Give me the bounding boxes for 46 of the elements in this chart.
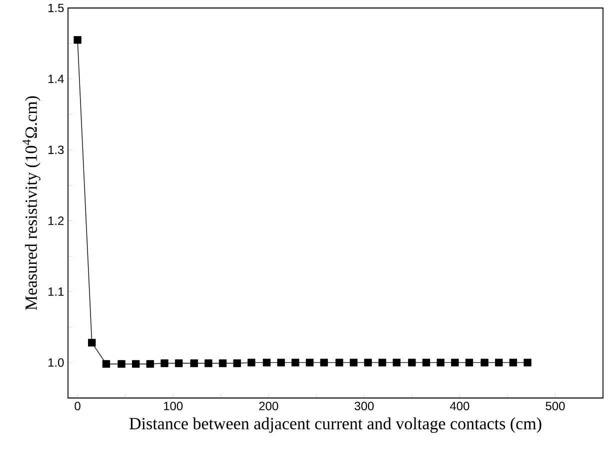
point bbox=[465, 358, 474, 366]
y-tick-label: 1.0 bbox=[48, 358, 64, 367]
x-tick-label: 100 bbox=[164, 402, 183, 410]
point bbox=[88, 338, 96, 347]
point bbox=[160, 359, 168, 368]
x-tick-label: 200 bbox=[259, 402, 278, 410]
point bbox=[392, 358, 400, 366]
y-tick-label: 1.5 bbox=[48, 4, 64, 12]
point bbox=[495, 358, 503, 366]
point bbox=[320, 358, 328, 366]
point bbox=[306, 358, 314, 366]
point bbox=[132, 360, 140, 368]
point bbox=[146, 360, 154, 368]
point bbox=[436, 358, 444, 366]
point bbox=[350, 358, 358, 366]
point bbox=[292, 358, 300, 366]
x-tick-label: 400 bbox=[450, 402, 470, 410]
y-axis-title: Measured resistivity (10$^{4}$Ω.cm) bbox=[22, 96, 40, 310]
point bbox=[364, 358, 372, 366]
point bbox=[102, 360, 110, 368]
point bbox=[262, 358, 271, 366]
point bbox=[335, 358, 344, 366]
y-tick-label: 1.1 bbox=[48, 288, 64, 296]
x-tick-label: 500 bbox=[546, 402, 565, 410]
y-tick-label: 1.2 bbox=[48, 216, 64, 225]
point bbox=[378, 358, 386, 366]
x-axis-title: Distance between adjacent current and voltage contacts (cm) bbox=[129, 417, 542, 433]
point bbox=[408, 358, 416, 366]
x-tick-label: 0 bbox=[74, 402, 80, 410]
point bbox=[233, 359, 241, 368]
point bbox=[509, 358, 518, 366]
point bbox=[74, 36, 82, 44]
point bbox=[248, 358, 256, 366]
point bbox=[190, 359, 198, 368]
point bbox=[422, 358, 430, 366]
point bbox=[174, 359, 183, 368]
point bbox=[204, 359, 212, 368]
point bbox=[451, 358, 459, 366]
point bbox=[218, 359, 227, 368]
x-tick-label: 300 bbox=[354, 402, 374, 410]
y-tick-label: 1.4 bbox=[48, 74, 64, 84]
point bbox=[524, 358, 532, 366]
point bbox=[277, 358, 285, 366]
point bbox=[480, 358, 488, 366]
y-tick-label: 1.3 bbox=[48, 146, 64, 154]
point bbox=[118, 360, 126, 368]
